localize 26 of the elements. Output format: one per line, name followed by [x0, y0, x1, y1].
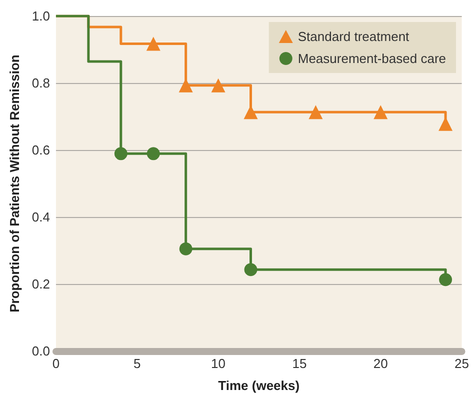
point	[244, 263, 258, 276]
y-tick-label: 0.6	[32, 142, 50, 158]
legend-label: Measurement-based care	[298, 51, 446, 66]
y-tick-label: 0.8	[32, 76, 50, 90]
point	[114, 147, 128, 160]
y-tick-label: 0.2	[32, 276, 50, 292]
point	[308, 105, 323, 120]
x-tick-label: 0	[52, 356, 60, 371]
x-tick-label: 25	[454, 356, 470, 371]
point	[374, 105, 388, 120]
point	[146, 147, 160, 160]
point	[178, 78, 193, 92]
legend-label: Standard treatment	[298, 29, 410, 44]
x-axis-title: Time (weeks)	[218, 378, 300, 393]
y-axis-title: Proportion of Patients Without Remission	[7, 54, 22, 312]
point	[179, 242, 192, 256]
y-tick-label: 0.4	[32, 210, 50, 224]
y-tick-label: 1.0	[32, 8, 50, 24]
x-tick-label: 20	[373, 356, 388, 371]
x-tick-label: 5	[134, 356, 141, 371]
point	[439, 273, 452, 286]
point	[211, 78, 226, 92]
point	[146, 36, 160, 51]
x-tick-label: 10	[211, 356, 226, 371]
x-tick-label: 15	[292, 356, 307, 371]
y-tick-label: 0.0	[32, 344, 50, 358]
